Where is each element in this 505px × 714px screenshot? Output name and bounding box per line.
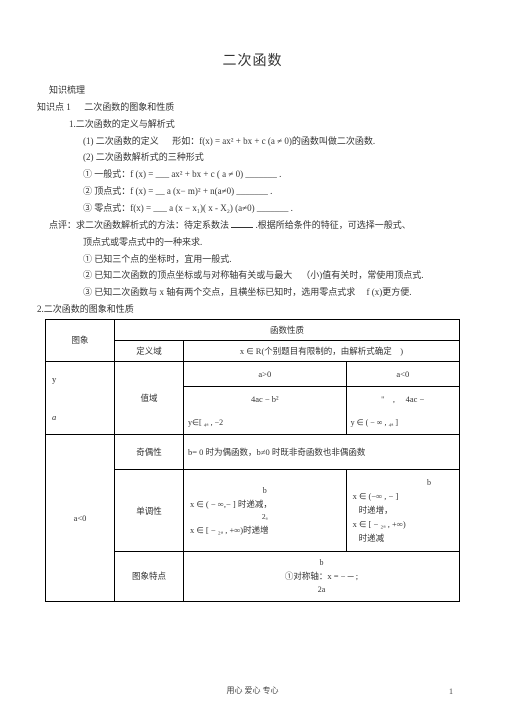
graph-cell-1: y a [46,361,115,434]
kp1-s1-1: (1) 二次函数的定义 形如：f(x) = ax² + bx + c (a ≠ … [83,134,460,149]
doc-title: 二次函数 [45,50,460,73]
mono-r1b: 时递增， [353,503,453,517]
kp1-tip2: ② 已知二次函数的顶点坐标或与对称轴有关或与最大 （小)值有关时，常使用顶点式. [83,268,460,283]
th-props: 函数性质 [115,319,460,340]
row-range-label: 值域 [115,361,184,434]
range-l2: y∈[ ₄ₐ , −2 [184,411,347,435]
mono-l-mid: 2ₐ [190,511,340,523]
feat-2a: 2a [190,583,453,596]
kp1-note-rest: .根据所给条件的特征，可选择一般式、 [256,220,411,230]
kp1-note-line2: 顶点式或零点式中的一种来求. [83,235,460,250]
mono-r1a: x ∈ (−∞ , − ] [353,489,453,503]
range-expr-l: 4ac − b² [184,387,347,411]
kp1-note-head: 点评：求二次函数解析式的方法：待定系数法 [49,220,229,230]
footer-text: 用心 爱心 专心 [227,686,279,695]
page-content: 二次函数 知识梳理 知识点 1 二次函数的图象和性质 1.二次函数的定义与解析式… [0,0,505,622]
row-feat-label: 图象特点 [115,552,184,601]
kp1-form3: ③ 零点式：f(x) = ___ a (x − x₁)( x - X₂) (a≠… [83,201,460,216]
doc-subtitle: 知识梳理 [49,83,460,98]
mono-l-b: b [190,484,340,497]
a-axis-label: a [52,410,108,424]
row-mono-label: 单调性 [115,469,184,551]
kp1-s1-2: (2) 二次函数解析式的三种形式 [83,150,460,165]
row-domain-label: 定义域 [115,340,184,361]
page-number: 1 [449,687,453,696]
properties-table: 图象 函数性质 定义域 x ∈ R(个别题目有限制的，由解析式确定 ) y a … [45,319,460,602]
mono-left: b x ∈ ( − ∞,− ] 时递减， 2ₐ x ∈ [ − ₂ₐ , +∞)… [184,469,347,551]
a-lt0-label: a<0 [74,513,87,523]
blank-line [231,227,253,228]
kp1-s1: 1.二次函数的定义与解析式 [69,117,460,132]
kp1-form2: ② 顶点式：f (x) = __ a (x− m)² + n(a≠0) ____… [83,184,460,199]
feat-b: b [190,556,453,569]
row-parity-label: 奇偶性 [115,434,184,469]
cell-a-gt0: a>0 [184,361,347,386]
kp1-heading: 知识点 1 二次函数的图象和性质 [37,100,460,115]
feat-line: ①对称轴：x = − ─ ; [190,569,453,583]
mono-r2b: 时递减 [353,531,453,545]
page-footer: 用心 爱心 专心 1 [0,685,505,696]
row-feat-val: b ①对称轴：x = − ─ ; 2a [184,552,460,601]
mono-right: b x ∈ (−∞ , − ] 时递增， x ∈ [ − ₂ₐ , +∞) 时递… [346,469,459,551]
graph-cell-2: a<0 [46,434,115,601]
th-image: 图象 [46,319,115,361]
mono-r2a: x ∈ [ − ₂ₐ , +∞) [353,517,453,531]
row-domain-val: x ∈ R(个别题目有限制的，由解析式确定 ) [184,340,460,361]
range-expr-r: '' , 4ac − [346,387,459,411]
row-parity-val: b= 0 时为偶函数，b≠0 时既非奇函数也非偶函数 [184,434,460,469]
kp1-form1: ① 一般式：f (x) = ___ ax² + bx + c ( a ≠ 0) … [83,167,460,182]
mono-l1: x ∈ ( − ∞,− ] 时递减， [190,497,340,511]
cell-a-lt0: a<0 [346,361,459,386]
y-axis-label: y [52,372,108,386]
kp1-tip1: ① 已知三个点的坐标时，宜用一般式. [83,252,460,267]
kp1-note: 点评：求二次函数解析式的方法：待定系数法 .根据所给条件的特征，可选择一般式、 [49,218,460,233]
range-r2: y ∈ ( − ∞ , ₄ₐ ] [346,411,459,435]
kp1-tip3: ③ 已知二次函数与 x 轴有两个交点，且横坐标已知时，选用零点式求 f (x)更… [83,285,460,300]
mono-r-b: b [353,476,453,489]
kp1-s2: 2.二次函数的图象和性质 [37,302,460,317]
mono-l2: x ∈ [ − ₂ₐ , +∞)时递增 [190,523,340,537]
